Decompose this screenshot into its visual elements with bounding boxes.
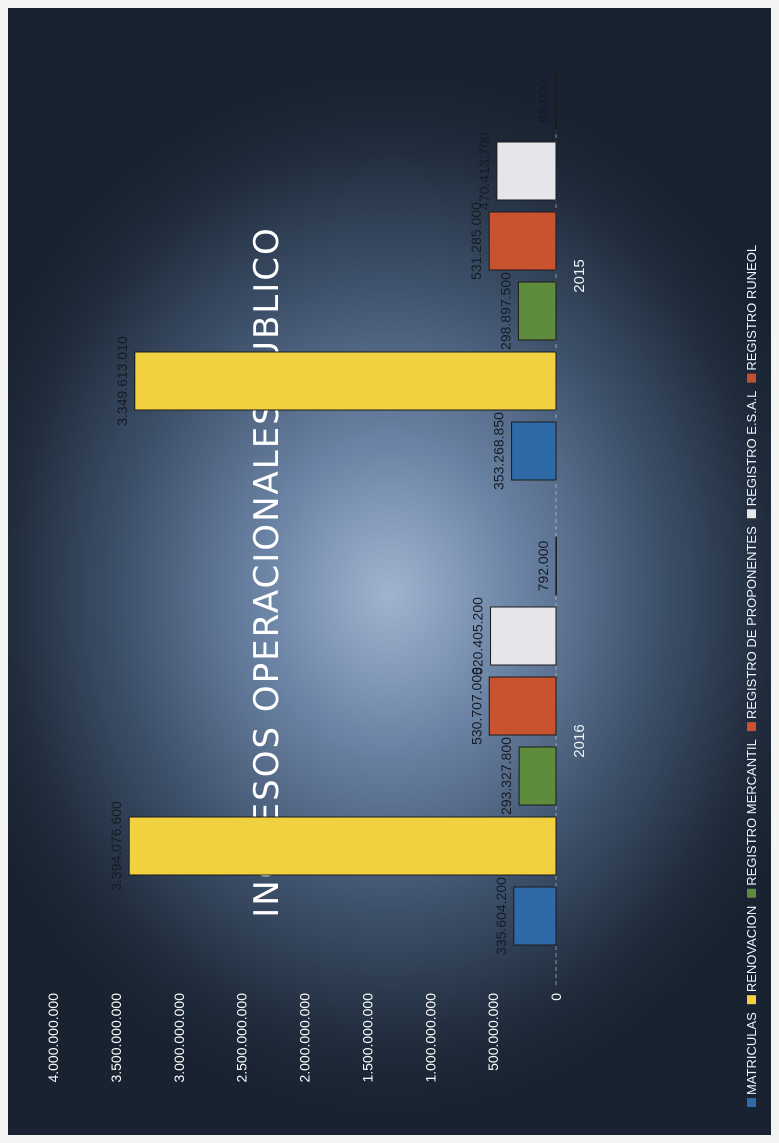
data-label: 353.268.850 <box>491 412 507 490</box>
legend-item: REGISTRO RUNEOL <box>744 245 759 371</box>
category-label: 2016 <box>571 724 588 757</box>
data-label: 3.349.613.010 <box>114 336 130 426</box>
legend-item: RENOVACION <box>744 906 759 992</box>
bar-matriculas <box>511 421 557 481</box>
data-label: 3.394.076.600 <box>108 801 124 891</box>
data-label: 293.327.800 <box>498 737 514 815</box>
bar-renovacion <box>128 816 557 876</box>
data-label: 298.897.500 <box>497 272 513 350</box>
legend-item: REGISTRO DE PROPONENTES <box>744 526 759 719</box>
bar-registro-runeol <box>555 71 557 131</box>
y-tick-label: 3.500.000.000 <box>108 993 124 1083</box>
chart-title: INGRESOS OPERACIONALES PUBLICO <box>247 226 287 918</box>
legend-swatch <box>747 1098 756 1107</box>
bar-matriculas <box>513 886 557 946</box>
legend-swatch <box>747 509 756 519</box>
bar-registro-de-proponentes <box>488 676 557 736</box>
category-label: 2015 <box>571 259 588 292</box>
legend-swatch <box>747 995 756 1005</box>
data-label: 530.707.000 <box>468 667 484 745</box>
data-label: 470.413.700 <box>476 132 492 210</box>
data-label: 531.285.000 <box>468 202 484 280</box>
legend-item: REGISTRO E.S.A.L <box>744 391 759 507</box>
legend-swatch <box>747 722 756 732</box>
data-label: 68.000 <box>535 79 551 122</box>
data-label: 520.405.200 <box>470 597 486 675</box>
y-tick-label: 3.000.000.000 <box>171 993 187 1083</box>
y-tick-label: 1.000.000.000 <box>422 993 438 1083</box>
y-tick-label: 4.000.000.000 <box>45 993 61 1083</box>
bar-registro-mercantil <box>517 281 557 341</box>
bar-registro-mercantil <box>518 746 557 806</box>
bar-registro-runeol <box>555 536 557 596</box>
y-tick-label: 2.000.000.000 <box>297 993 313 1083</box>
bar-chart: INGRESOS OPERACIONALES PUBLICO 0 500.000.… <box>45 71 759 1107</box>
y-tick-label: 0 <box>548 993 564 1001</box>
bar-registro-de-proponentes <box>488 211 557 271</box>
data-label: 335.604.200 <box>493 877 509 955</box>
bar-registro-e-s-a-l <box>490 606 557 666</box>
legend-item: REGISTRO MERCANTIL <box>744 739 759 886</box>
y-tick-label: 500.000.000 <box>485 993 501 1071</box>
bar-registro-e-s-a-l <box>496 141 557 201</box>
legend-item: MATRICULAS <box>744 1012 759 1095</box>
bar-renovacion <box>134 351 557 411</box>
legend-swatch <box>747 373 756 383</box>
legend-swatch <box>747 888 756 898</box>
data-label: 792.000 <box>535 540 551 591</box>
chart-frame: INGRESOS OPERACIONALES PUBLICO 0 500.000.… <box>8 8 771 1135</box>
y-tick-label: 1.500.000.000 <box>359 993 375 1083</box>
y-tick-label: 2.500.000.000 <box>234 993 250 1083</box>
